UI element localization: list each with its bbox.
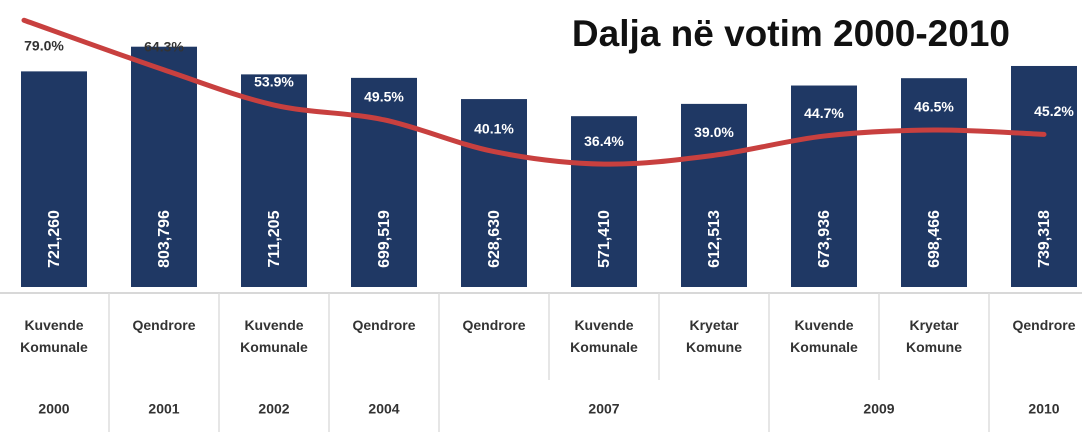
- bar: [351, 77, 417, 288]
- bar: [461, 99, 527, 287]
- year-label: 2007: [588, 401, 619, 417]
- line: [21, 17, 1047, 167]
- x-tick-label: Qendrore: [1012, 317, 1076, 333]
- x-tick-label: Kuvende Komunale: [240, 317, 308, 355]
- line-value-label: 36.4%: [584, 133, 624, 149]
- bar-value-label: 628,630: [486, 210, 503, 268]
- year-label: 2004: [368, 401, 399, 417]
- x-tick-label: Kuvende Komunale: [20, 317, 88, 355]
- bar-value-label: 612,513: [706, 210, 723, 268]
- chart-title: Dalja në votim 2000-2010: [572, 13, 1010, 54]
- line-value-label: 53.9%: [254, 74, 294, 90]
- line-value-label: 46.5%: [914, 99, 954, 115]
- bar-value-label: 739,318: [1036, 210, 1053, 268]
- line-value-label: 45.2%: [1034, 103, 1074, 119]
- year-label: 2009: [863, 401, 894, 417]
- x-tick-label: Kryetar Komune: [906, 317, 962, 355]
- bar: [21, 71, 87, 287]
- bar: [791, 85, 857, 288]
- x-tick-label: Qendrore: [132, 317, 196, 333]
- bar-value-label: 673,936: [816, 210, 833, 268]
- line-value-label: 40.1%: [474, 120, 514, 136]
- bar: [571, 116, 637, 288]
- line-value-label: 64.3%: [144, 39, 184, 55]
- bar-value-label: 698,466: [926, 210, 943, 268]
- bar: [131, 46, 197, 287]
- bar-value-label: 699,519: [376, 210, 393, 268]
- x-tick-label: Kryetar Komune: [686, 317, 742, 355]
- line-value-label: 79.0%: [24, 38, 64, 54]
- x-tick-label: Kuvende Komunale: [570, 317, 638, 355]
- x-tick-label: Qendrore: [462, 317, 526, 333]
- year-label: 2000: [38, 401, 69, 417]
- x-tick-label: Kuvende Komunale: [790, 317, 858, 355]
- bar-value-label: 721,260: [46, 210, 63, 268]
- bar: [681, 103, 747, 288]
- year-label: 2010: [1028, 401, 1059, 417]
- bar: [901, 78, 967, 287]
- bar-value-label: 571,410: [596, 210, 613, 268]
- line-value-label: 49.5%: [364, 89, 404, 105]
- bar: [1011, 65, 1077, 287]
- line-value-label: 39.0%: [694, 124, 734, 140]
- year-label: 2002: [258, 401, 289, 417]
- year-label: 2001: [148, 401, 179, 417]
- bar-value-label: 711,205: [266, 210, 283, 267]
- line-value-label: 44.7%: [804, 105, 844, 121]
- x-tick-label: Qendrore: [352, 317, 416, 333]
- bar-value-label: 803,796: [156, 210, 173, 268]
